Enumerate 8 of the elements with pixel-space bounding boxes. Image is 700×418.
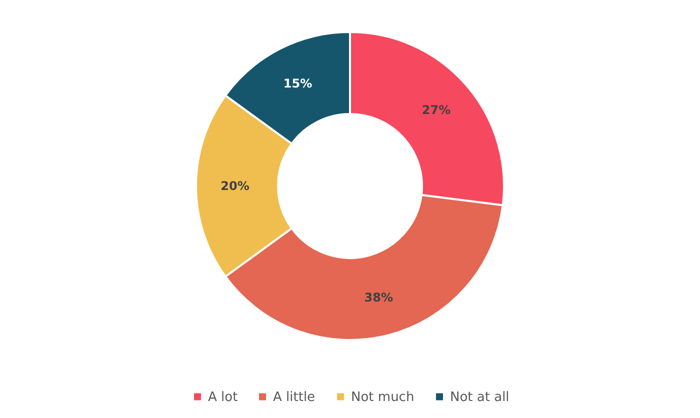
legend-label: Not at all [450, 390, 510, 405]
data-label: 38% [364, 290, 393, 304]
data-label: 15% [283, 76, 312, 91]
legend-label: A little [273, 390, 316, 405]
legend-label: Not much [351, 390, 414, 405]
data-label: 20% [220, 179, 250, 193]
legend-label: A lot [208, 390, 238, 405]
data-label: 27% [422, 102, 451, 117]
